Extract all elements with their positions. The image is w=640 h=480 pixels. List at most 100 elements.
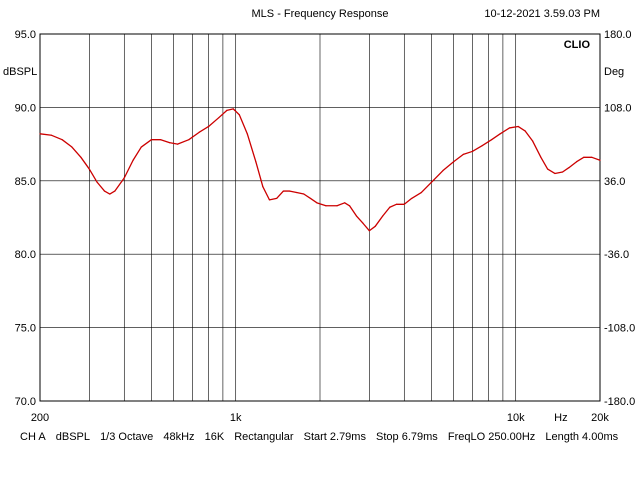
data-point <box>309 197 312 200</box>
data-point <box>382 215 384 217</box>
data-point <box>591 156 593 158</box>
brand-logo: CLIO <box>564 39 591 51</box>
data-point <box>238 114 240 116</box>
data-point <box>109 193 111 195</box>
data-point <box>362 222 364 224</box>
data-point <box>508 127 511 129</box>
data-point <box>403 203 405 205</box>
chart-title: MLS - Frequency Response <box>252 8 389 20</box>
status-length: Length 4.00ms <box>545 431 619 443</box>
data-point <box>576 161 578 163</box>
data-point <box>499 133 501 135</box>
data-point <box>568 166 570 169</box>
y-tick-label: 95.0 <box>15 29 36 41</box>
data-point <box>160 139 162 141</box>
data-point <box>336 205 338 207</box>
x-tick-label: 10k <box>507 412 525 424</box>
data-point <box>50 134 53 136</box>
data-point <box>442 169 444 172</box>
data-point <box>268 199 271 201</box>
data-point <box>325 205 327 207</box>
data-point <box>150 139 153 141</box>
data-point <box>61 139 63 141</box>
y2-tick-label: -108.0 <box>604 323 635 335</box>
data-point <box>355 215 358 217</box>
data-point <box>517 125 519 128</box>
timestamp: 10-12-2021 3.59.03 PM <box>484 8 600 20</box>
status-bar: CH A dBSPL 1/3 Octave 48kHz 16K Rectangu… <box>20 431 620 443</box>
data-point <box>389 206 391 208</box>
data-point <box>255 161 257 163</box>
series-line <box>39 108 601 232</box>
data-point <box>316 202 318 204</box>
data-point <box>114 190 116 192</box>
data-point <box>540 156 542 158</box>
y2-tick-label: -180.0 <box>604 396 635 408</box>
y-tick-label: 70.0 <box>15 396 36 408</box>
y2-tick-labels: 180.0 108.0 36.0 -36.0 -108.0 -180.0 <box>604 29 635 408</box>
data-point <box>368 230 370 232</box>
data-point <box>282 190 284 192</box>
y2-axis-label: Deg <box>604 66 624 78</box>
grid-lines <box>40 33 600 402</box>
data-point <box>96 181 98 183</box>
data-point <box>71 146 73 148</box>
data-point <box>140 146 142 148</box>
data-point <box>532 140 534 142</box>
data-point <box>198 131 200 133</box>
data-point <box>176 143 179 145</box>
y2-tick-label: -36.0 <box>604 249 629 261</box>
data-point <box>374 225 376 227</box>
data-point <box>599 159 601 161</box>
status-smoothing: 1/3 Octave <box>100 431 154 443</box>
status-stop: Stop 6.79ms <box>376 431 438 443</box>
data-point <box>395 203 398 205</box>
data-point <box>452 161 455 163</box>
data-point <box>561 171 564 173</box>
data-point <box>262 186 264 188</box>
data-point <box>207 125 210 128</box>
y2-tick-label: 108.0 <box>604 102 632 114</box>
data-point <box>547 168 549 170</box>
y-tick-label: 90.0 <box>15 102 36 114</box>
status-sample-rate: 48kHz <box>163 431 195 443</box>
y2-tick-label: 36.0 <box>604 176 625 188</box>
data-point <box>296 191 298 194</box>
data-point <box>232 108 234 110</box>
y-tick-label: 80.0 <box>15 249 36 261</box>
data-point <box>39 133 41 135</box>
data-point <box>411 197 413 200</box>
data-point <box>80 156 82 158</box>
x-tick-label: 200 <box>31 412 49 424</box>
data-point <box>554 172 556 175</box>
status-unit: dBSPL <box>55 431 90 443</box>
data-point <box>246 133 248 135</box>
data-point <box>430 181 433 183</box>
y-tick-labels: 95.0 90.0 85.0 80.0 75.0 70.0 <box>15 29 36 408</box>
series-layer <box>39 108 601 232</box>
data-point <box>481 144 483 147</box>
data-point <box>583 156 585 158</box>
status-freqlo: FreqLO 250.00Hz <box>447 431 536 443</box>
y-tick-label: 75.0 <box>15 323 36 335</box>
y-tick-label: 85.0 <box>15 176 36 188</box>
x-tick-label: 20k <box>591 412 609 424</box>
data-point <box>123 177 125 179</box>
data-point <box>303 193 305 195</box>
data-point <box>132 159 134 161</box>
data-point <box>218 117 220 119</box>
status-size: 16K <box>204 431 225 443</box>
y-axis-label: dBSPL <box>3 66 37 78</box>
data-point <box>188 139 190 141</box>
y2-tick-label: 180.0 <box>604 29 632 41</box>
data-point <box>289 190 291 192</box>
data-point <box>226 109 228 111</box>
data-point <box>168 142 171 144</box>
status-channel: CH A <box>20 431 46 443</box>
x-axis-unit-label: Hz <box>554 412 567 424</box>
data-point <box>524 130 526 132</box>
data-point <box>344 202 346 204</box>
x-tick-labels: 200 1k 10k 20k Hz <box>31 412 610 424</box>
data-point <box>420 191 422 194</box>
